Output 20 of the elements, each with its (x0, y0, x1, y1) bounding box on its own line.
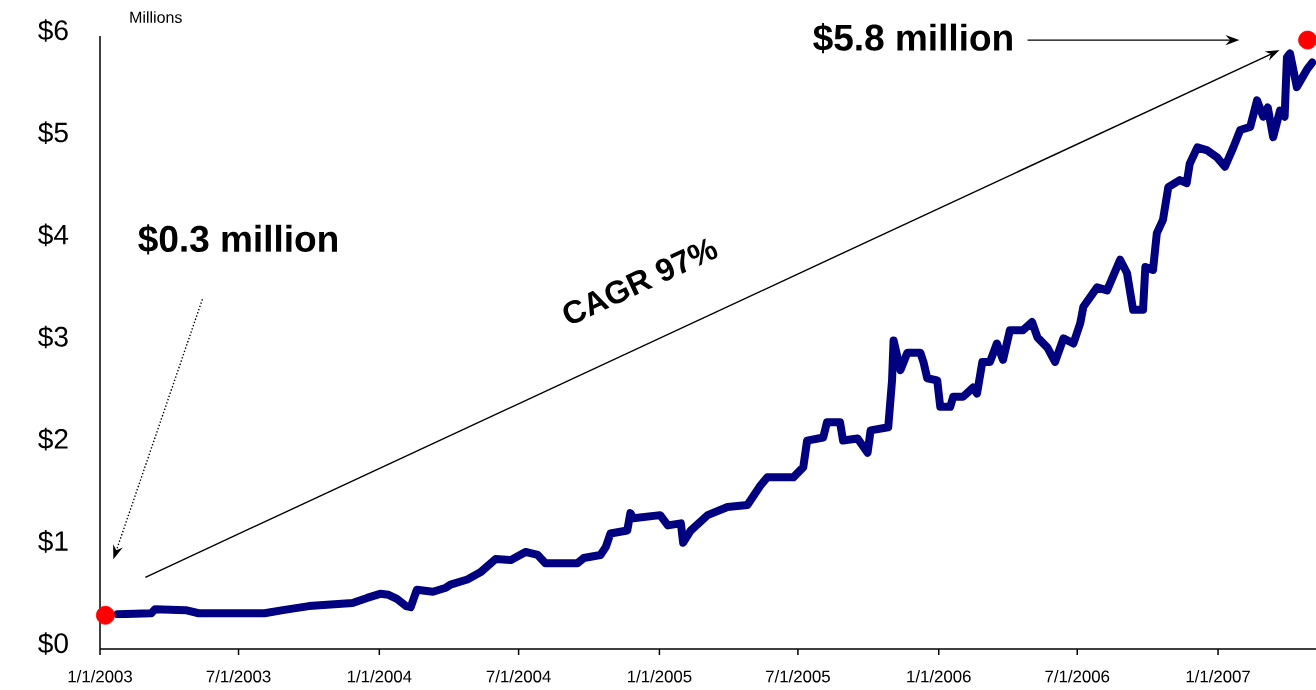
y-tick-label: $4 (38, 223, 69, 247)
annotation: CAGR 97% (563, 238, 718, 323)
x-tick-label: 1/1/2003 (68, 670, 132, 683)
annotation: $0.3 million (138, 224, 337, 255)
y-tick-label: $0 (38, 632, 68, 655)
x-tick-label: 1/1/2004 (347, 670, 412, 683)
x-tick-label: 7/1/2006 (1045, 670, 1110, 683)
x-tick-label: 1/1/2007 (1186, 670, 1250, 683)
y-tick-label: $5 (38, 121, 68, 145)
x-tick-label: 7/1/2004 (486, 670, 551, 683)
y-tick-label: $3 (38, 325, 68, 349)
y-tick-label: $6 (38, 19, 68, 42)
x-tick-label: 1/1/2005 (628, 670, 692, 683)
x-tick-label: 7/1/2003 (206, 670, 271, 683)
x-tick-label: 7/1/2005 (766, 670, 830, 683)
y-tick-label: $2 (38, 427, 68, 451)
annotation: $5.8 million (813, 22, 1012, 54)
x-tick-label: 1/1/2006 (907, 670, 971, 683)
y-tick-label: $1 (38, 529, 68, 553)
y-axis-title: Millions (130, 11, 182, 23)
